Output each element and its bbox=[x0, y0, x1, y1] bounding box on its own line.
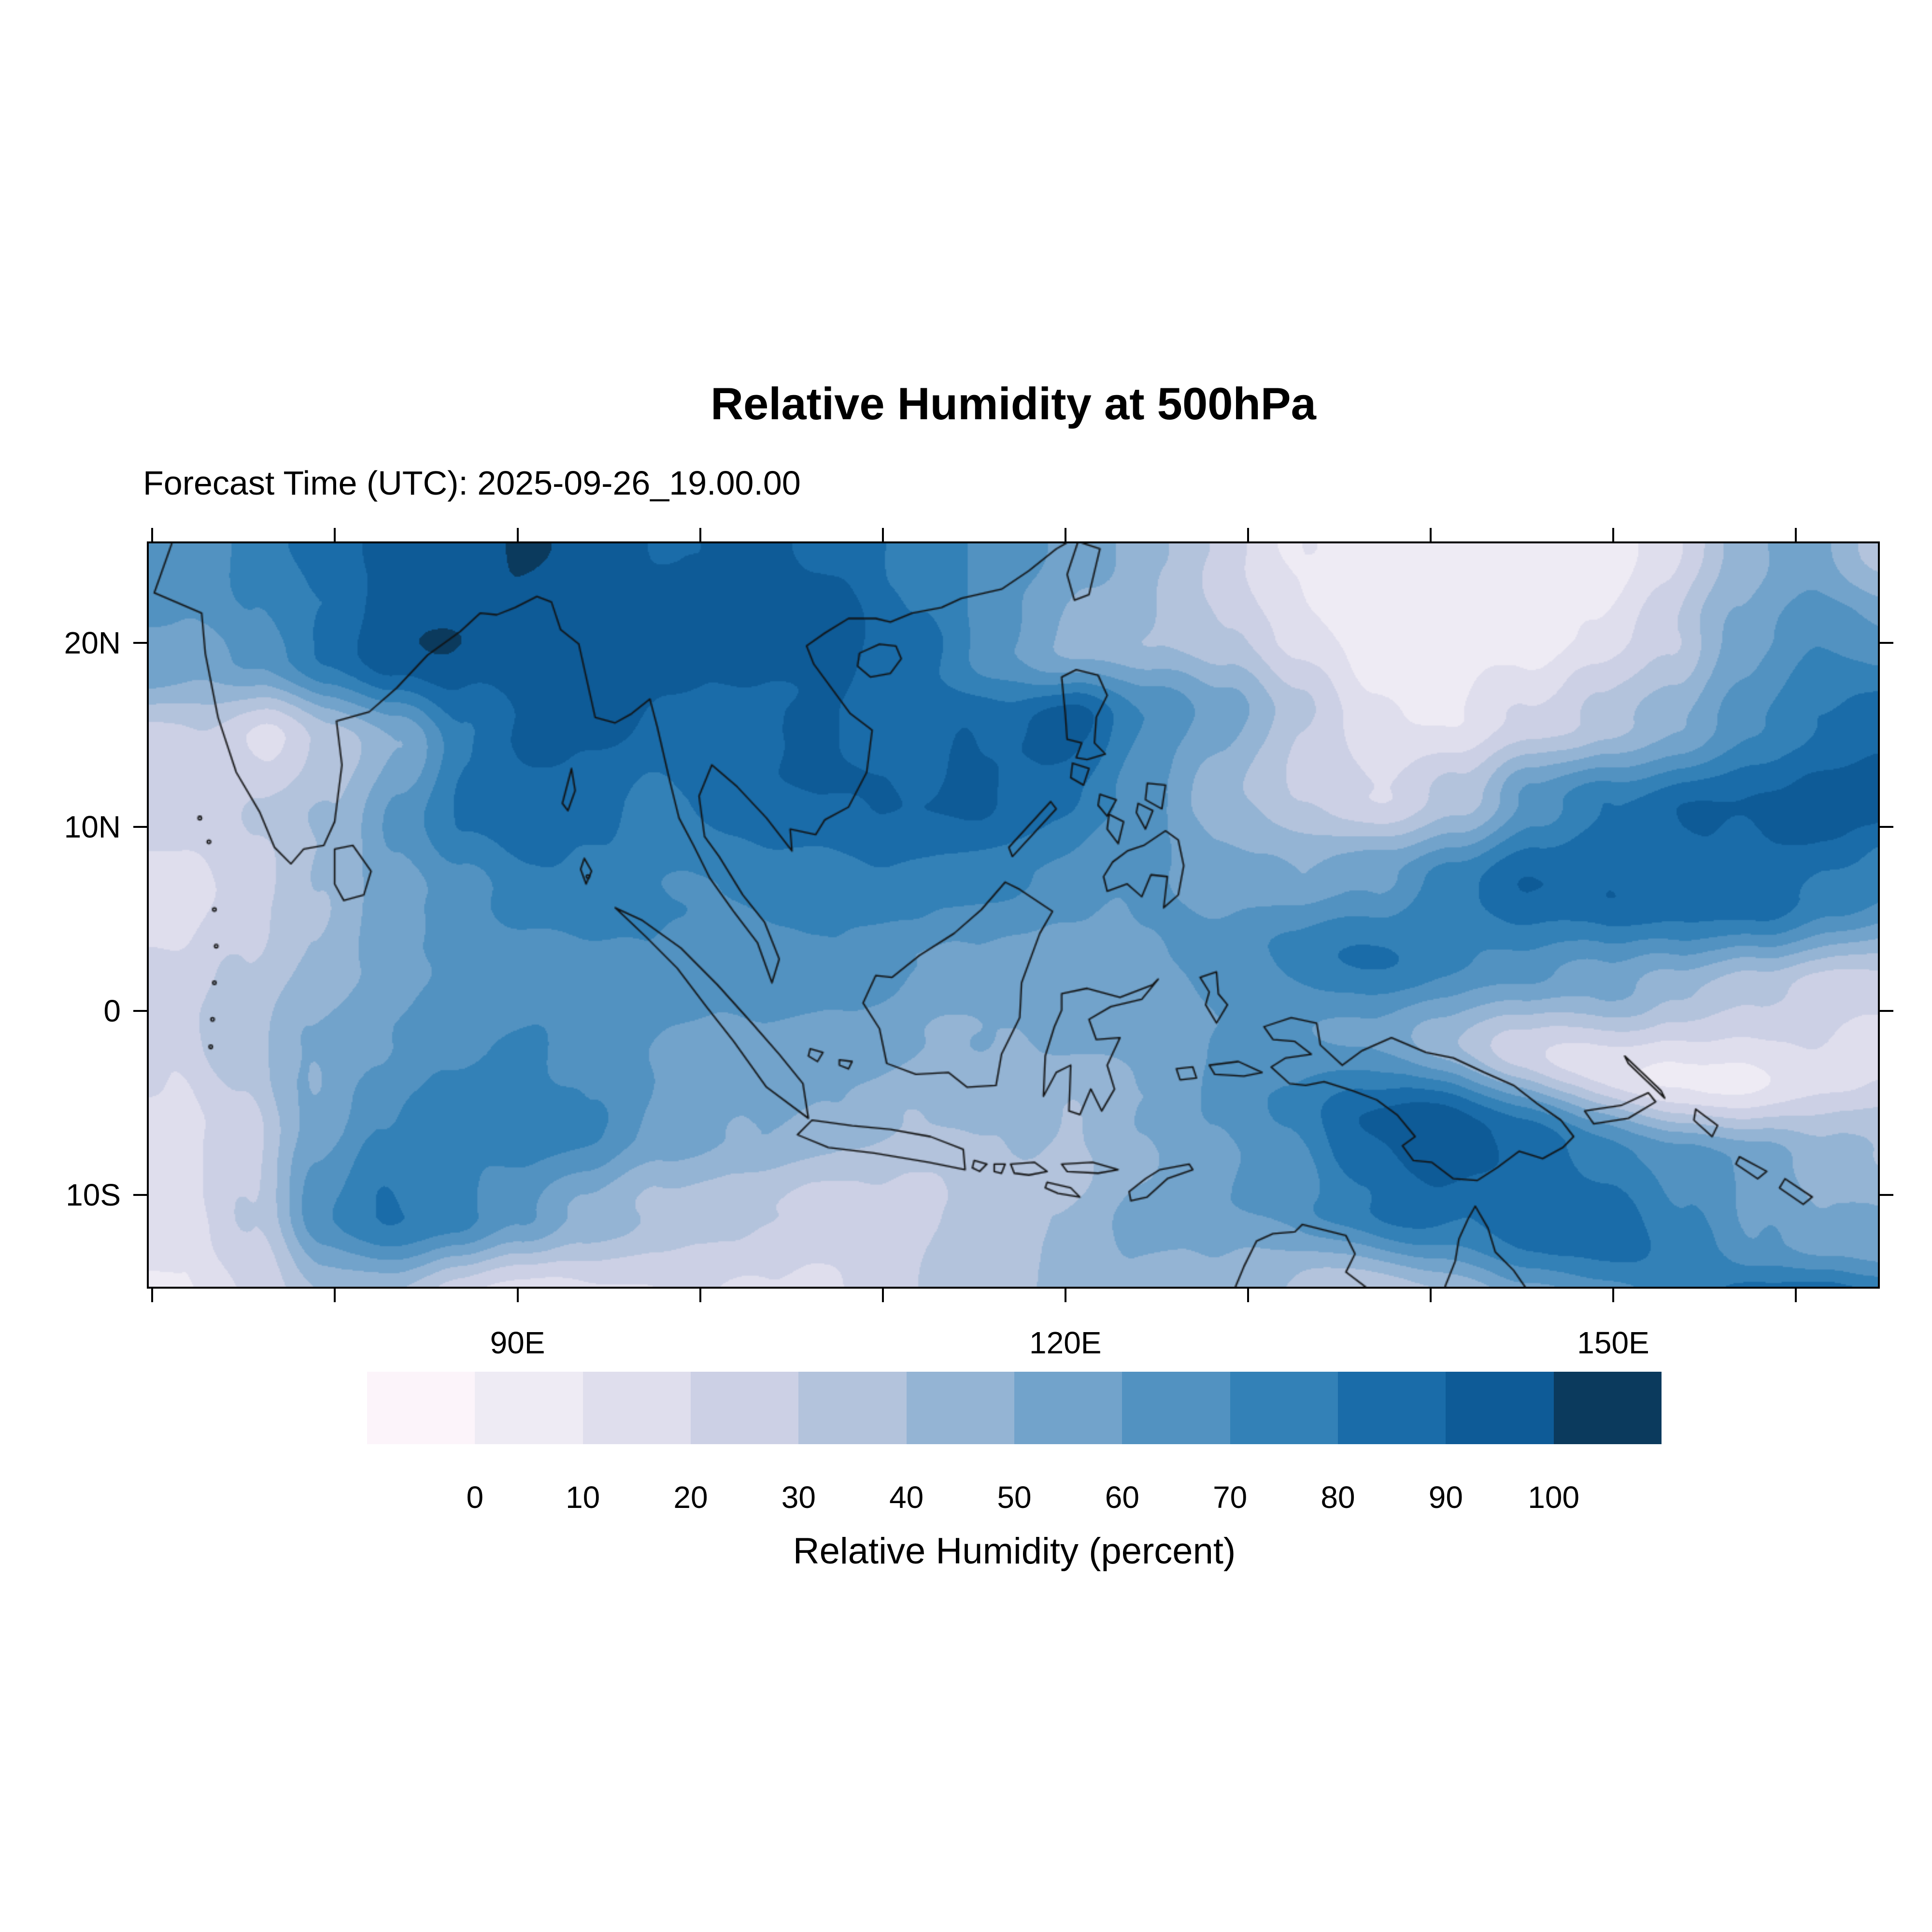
chart-title: Relative Humidity at 500hPa bbox=[710, 378, 1316, 429]
axis-tick bbox=[1880, 1194, 1893, 1196]
axis-tick bbox=[334, 528, 336, 541]
axis-tick bbox=[1880, 826, 1893, 828]
colorbar-tick-label: 100 bbox=[1528, 1480, 1580, 1515]
axis-tick bbox=[133, 642, 147, 644]
colorbar-cell bbox=[475, 1372, 583, 1444]
axis-tick bbox=[882, 528, 884, 541]
colorbar-tick-label: 20 bbox=[673, 1480, 708, 1515]
colorbar-cell bbox=[1014, 1372, 1122, 1444]
colorbar-tick-label: 60 bbox=[1105, 1480, 1139, 1515]
axis-tick bbox=[151, 528, 153, 541]
colorbar-tick-label: 50 bbox=[997, 1480, 1032, 1515]
colorbar-tick-label: 30 bbox=[781, 1480, 816, 1515]
colorbar-cell bbox=[1337, 1372, 1446, 1444]
colorbar-cell bbox=[798, 1372, 907, 1444]
axis-tick bbox=[882, 1289, 884, 1302]
axis-tick bbox=[133, 1194, 147, 1196]
forecast-time-label: Forecast Time (UTC): 2025-09-26_19.00.00 bbox=[143, 464, 801, 502]
y-axis-tick-label: 10N bbox=[64, 809, 121, 844]
x-axis-tick-label: 150E bbox=[1577, 1325, 1649, 1360]
axis-tick bbox=[133, 1010, 147, 1012]
colorbar bbox=[367, 1372, 1662, 1444]
axis-tick bbox=[1612, 1289, 1614, 1302]
colorbar-cell bbox=[690, 1372, 799, 1444]
y-axis-tick-label: 0 bbox=[103, 993, 121, 1028]
colorbar-cell bbox=[1553, 1372, 1662, 1444]
y-axis-tick-label: 10S bbox=[66, 1177, 121, 1212]
y-axis-tick-label: 20N bbox=[64, 625, 121, 660]
axis-tick bbox=[1795, 1289, 1797, 1302]
colorbar-cell bbox=[906, 1372, 1014, 1444]
x-axis-tick-label: 90E bbox=[490, 1325, 545, 1360]
axis-tick bbox=[1065, 528, 1066, 541]
map-plot-area bbox=[147, 541, 1880, 1289]
colorbar-tick-label: 80 bbox=[1321, 1480, 1355, 1515]
colorbar-cell bbox=[1122, 1372, 1230, 1444]
axis-tick bbox=[1247, 1289, 1249, 1302]
axis-tick bbox=[334, 1289, 336, 1302]
humidity-field-canvas bbox=[149, 543, 1878, 1287]
axis-tick bbox=[1795, 528, 1797, 541]
colorbar-cell bbox=[367, 1372, 475, 1444]
colorbar-title: Relative Humidity (percent) bbox=[793, 1531, 1236, 1572]
axis-tick bbox=[699, 1289, 701, 1302]
colorbar-tick-label: 10 bbox=[566, 1480, 600, 1515]
axis-tick bbox=[1430, 528, 1432, 541]
colorbar-tick-label: 0 bbox=[466, 1480, 484, 1515]
axis-tick bbox=[133, 826, 147, 828]
axis-tick bbox=[1880, 642, 1893, 644]
colorbar-tick-label: 40 bbox=[889, 1480, 924, 1515]
axis-tick bbox=[699, 528, 701, 541]
colorbar-cell bbox=[1446, 1372, 1554, 1444]
colorbar-cell bbox=[1230, 1372, 1338, 1444]
axis-tick bbox=[517, 1289, 519, 1302]
axis-tick bbox=[1880, 1010, 1893, 1012]
colorbar-cell bbox=[582, 1372, 691, 1444]
axis-tick bbox=[517, 528, 519, 541]
colorbar-tick-label: 90 bbox=[1428, 1480, 1463, 1515]
axis-tick bbox=[151, 1289, 153, 1302]
axis-tick bbox=[1065, 1289, 1066, 1302]
axis-tick bbox=[1612, 528, 1614, 541]
x-axis-tick-label: 120E bbox=[1029, 1325, 1102, 1360]
axis-tick bbox=[1430, 1289, 1432, 1302]
axis-tick bbox=[1247, 528, 1249, 541]
colorbar-tick-label: 70 bbox=[1213, 1480, 1248, 1515]
